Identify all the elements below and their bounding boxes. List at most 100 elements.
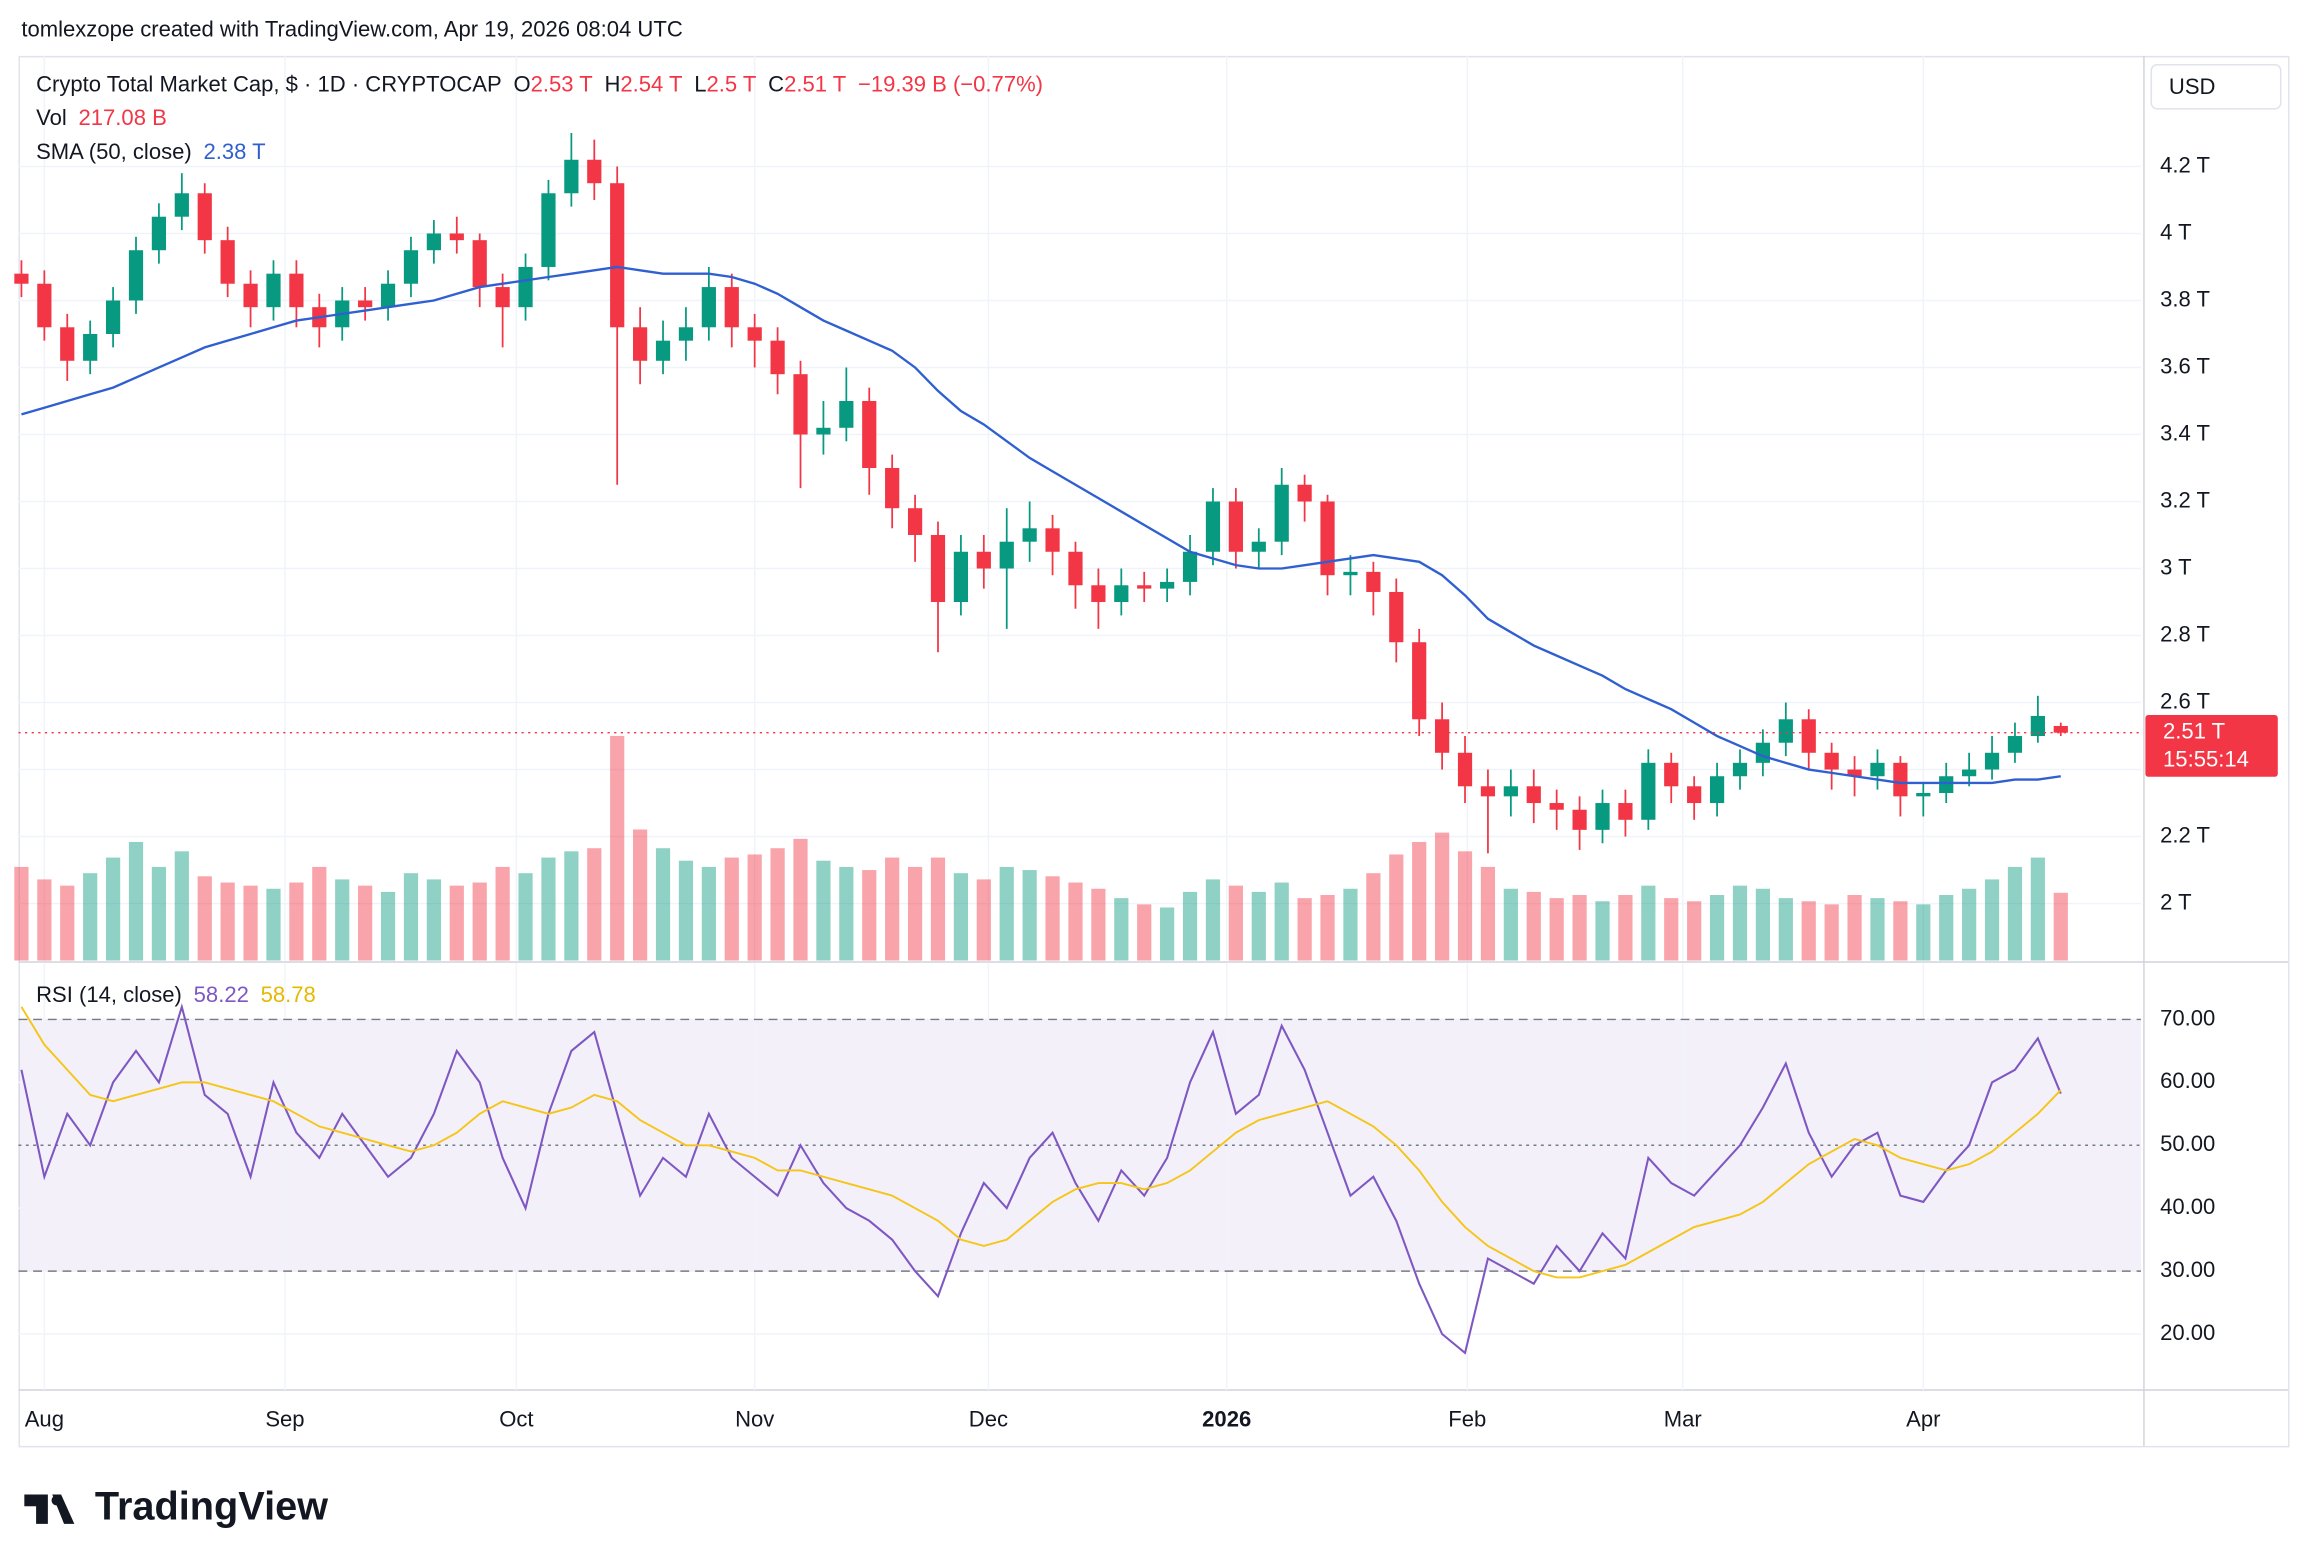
volume-bar xyxy=(197,876,212,961)
candle-body xyxy=(1618,803,1633,820)
legend-label: Vol xyxy=(36,105,67,130)
x-tick-label: 2026 xyxy=(1202,1407,1251,1432)
volume-bar xyxy=(1641,885,1656,961)
legend-value: 58.22 xyxy=(194,982,249,1007)
candle-body xyxy=(1274,484,1289,542)
x-tick-label: Feb xyxy=(1448,1407,1486,1432)
y-tick-label: 2 T xyxy=(2160,889,2191,914)
y-tick-label: 2.2 T xyxy=(2160,822,2210,847)
volume-bar xyxy=(2053,892,2068,961)
currency-box[interactable] xyxy=(2150,63,2282,110)
volume-bar xyxy=(289,882,304,961)
volume-bar xyxy=(1068,882,1083,961)
sma-line xyxy=(21,265,2061,785)
volume-bar xyxy=(724,857,739,961)
volume-bar xyxy=(1412,841,1427,961)
volume-bar xyxy=(312,866,327,961)
candle-body xyxy=(999,541,1014,569)
candle-body xyxy=(1068,551,1083,586)
candle-body xyxy=(1480,786,1496,797)
y-tick-label: 30.00 xyxy=(2160,1257,2215,1282)
candle-body xyxy=(1320,501,1335,576)
candle-body xyxy=(174,193,189,217)
y-tick-label: 2.8 T xyxy=(2160,621,2210,646)
volume-bar xyxy=(128,841,144,961)
candle-body xyxy=(1709,776,1725,804)
candle-body xyxy=(1251,541,1266,552)
volume-bar xyxy=(930,857,946,961)
candle-body xyxy=(1893,762,1908,797)
candle-body xyxy=(1137,585,1152,589)
candle-body xyxy=(518,266,533,308)
volume-bar xyxy=(1687,901,1702,961)
volume-bar xyxy=(1343,888,1358,961)
volume-bar xyxy=(1595,901,1610,961)
volume-bar xyxy=(747,854,762,961)
candle-body xyxy=(289,273,304,308)
candle-body xyxy=(243,283,258,308)
candle-body xyxy=(14,273,29,284)
x-tick-label: Sep xyxy=(265,1407,304,1432)
legend-key: L xyxy=(694,71,706,96)
y-tick-label: 2.6 T xyxy=(2160,688,2210,713)
volume-bar xyxy=(1457,851,1473,961)
candle-body xyxy=(541,193,556,267)
volume-bar xyxy=(1228,885,1243,961)
candle-body xyxy=(1939,776,1954,793)
y-tick-label: 3.2 T xyxy=(2160,487,2210,512)
x-tick-label: Apr xyxy=(1906,1407,1940,1432)
legend-label: RSI (14, close) xyxy=(36,982,182,1007)
candle-body xyxy=(1687,786,1702,804)
candle-body xyxy=(907,508,923,536)
volume-bar xyxy=(633,829,648,961)
candle-body xyxy=(37,283,52,328)
volume-bar xyxy=(1664,898,1679,961)
x-tick-label: Mar xyxy=(1664,1407,1702,1432)
volume-bar xyxy=(1572,895,1587,961)
volume-bar xyxy=(1137,904,1152,961)
legend-value: 2.5 T xyxy=(707,71,757,96)
volume-bar xyxy=(380,891,396,961)
candle-body xyxy=(220,240,235,284)
candle-body xyxy=(1205,501,1221,552)
last-price-label: 2.51 T xyxy=(2163,719,2225,744)
candle-body xyxy=(197,193,212,241)
volume-bar xyxy=(541,857,556,961)
candle-body xyxy=(839,400,854,428)
candle-body xyxy=(1984,752,2000,770)
candle-body xyxy=(1228,501,1243,552)
volume-bar xyxy=(1732,885,1748,961)
volume-bar xyxy=(1045,876,1060,961)
candle-body xyxy=(1160,581,1175,589)
logo-text[interactable]: TradingView xyxy=(95,1485,328,1529)
volume-bar xyxy=(14,866,29,961)
volume-bar xyxy=(610,735,625,961)
volume-bar xyxy=(335,879,350,961)
volume-bar xyxy=(403,873,419,961)
volume-bar xyxy=(1366,873,1381,961)
volume-bar xyxy=(1893,901,1908,961)
candle-body xyxy=(1549,803,1564,810)
candle-body xyxy=(1916,792,1931,797)
volume-bar xyxy=(999,866,1014,961)
volume-bar xyxy=(1114,898,1129,961)
volume-bar xyxy=(1251,891,1266,961)
candle-body xyxy=(1824,752,1839,770)
candle-body xyxy=(1801,719,1816,753)
candle-body xyxy=(128,250,144,301)
volume-bar xyxy=(1160,907,1175,961)
candle-body xyxy=(655,340,671,361)
candle-body xyxy=(1182,551,1198,582)
candle-body xyxy=(1435,719,1450,753)
logo[interactable]: TradingView xyxy=(24,1485,328,1529)
y-tick-label: 3.8 T xyxy=(2160,286,2210,311)
legend-key: O xyxy=(513,71,530,96)
candle-body xyxy=(678,327,694,341)
candle-body xyxy=(1366,571,1381,592)
currency[interactable]: USD xyxy=(2169,74,2216,99)
candle-body xyxy=(1343,571,1358,576)
candle-body xyxy=(1732,762,1748,777)
candle-body xyxy=(793,374,808,435)
last-price-box xyxy=(2145,715,2278,777)
